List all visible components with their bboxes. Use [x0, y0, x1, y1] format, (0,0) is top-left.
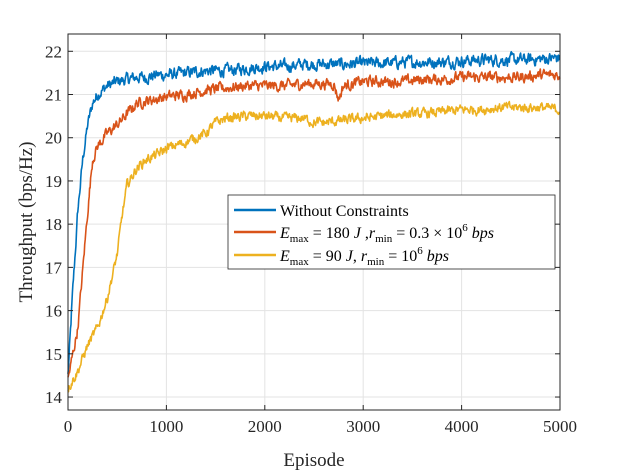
legend-e-unit: J [354, 225, 362, 242]
legend-r-subscript: min [375, 233, 393, 245]
legend-separator: , [353, 248, 361, 265]
x-tick-label: 4000 [445, 417, 479, 436]
x-tick-label: 3000 [346, 417, 380, 436]
legend: Without Constraints Emax = 180 J ,rmin =… [227, 194, 556, 270]
plot-frame [67, 33, 561, 411]
legend-e-value: = 180 [309, 225, 354, 242]
legend-r-value: = 0.3 × 10 [392, 225, 462, 242]
legend-e-symbol: E [279, 225, 290, 242]
legend-r-unit: bps [472, 225, 494, 242]
y-tick-label: 22 [45, 42, 62, 61]
y-tick-label: 18 [45, 215, 62, 234]
x-tick-label: 2000 [248, 417, 282, 436]
y-tick-label: 20 [45, 129, 62, 148]
legend-box [227, 194, 556, 270]
y-tick-label: 14 [45, 388, 63, 407]
x-tick-label: 5000 [543, 417, 577, 436]
series-without-constraints [67, 50, 561, 375]
legend-e-subscript: max [290, 256, 309, 268]
y-tick-label: 15 [45, 345, 62, 364]
legend-e-symbol: E [279, 248, 290, 265]
legend-r-value: = 10 [384, 248, 417, 265]
x-tick-label: 0 [64, 417, 73, 436]
series-layer [67, 50, 561, 393]
x-tick-label: 1000 [149, 417, 183, 436]
legend-e-value: = 90 [309, 248, 346, 265]
legend-label-emax-90: Emax = 90 J, rmin = 106 bps [279, 245, 449, 268]
legend-e-unit: J [346, 248, 354, 265]
x-axis-title: Episode [283, 450, 344, 471]
y-tick-label: 16 [45, 302, 62, 321]
legend-r-symbol: r [361, 248, 368, 265]
legend-label-without-constraints: Without Constraints [280, 203, 409, 220]
y-axis-title: Throughput (bps/Hz) [16, 142, 37, 303]
series-emax-180 [67, 68, 561, 378]
y-tick-label: 17 [45, 258, 63, 277]
legend-r-unit: bps [427, 248, 449, 265]
legend-separator: , [361, 225, 369, 242]
legend-r-symbol: r [369, 225, 376, 242]
legend-r-exponent: 6 [417, 245, 423, 257]
legend-r-exponent: 6 [462, 222, 468, 234]
legend-r-subscript: min [367, 256, 385, 268]
series-emax-90 [67, 100, 561, 393]
legend-e-subscript: max [290, 233, 309, 245]
y-tick-label: 21 [45, 86, 62, 105]
y-tick-label: 19 [45, 172, 62, 191]
axis-ticks: 0 1000 2000 3000 4000 5000 14 15 16 17 18 19 20 21 22 [45, 34, 577, 436]
legend-label-emax-180: Emax = 180 J ,rmin = 0.3 × 106 bps [279, 222, 494, 245]
